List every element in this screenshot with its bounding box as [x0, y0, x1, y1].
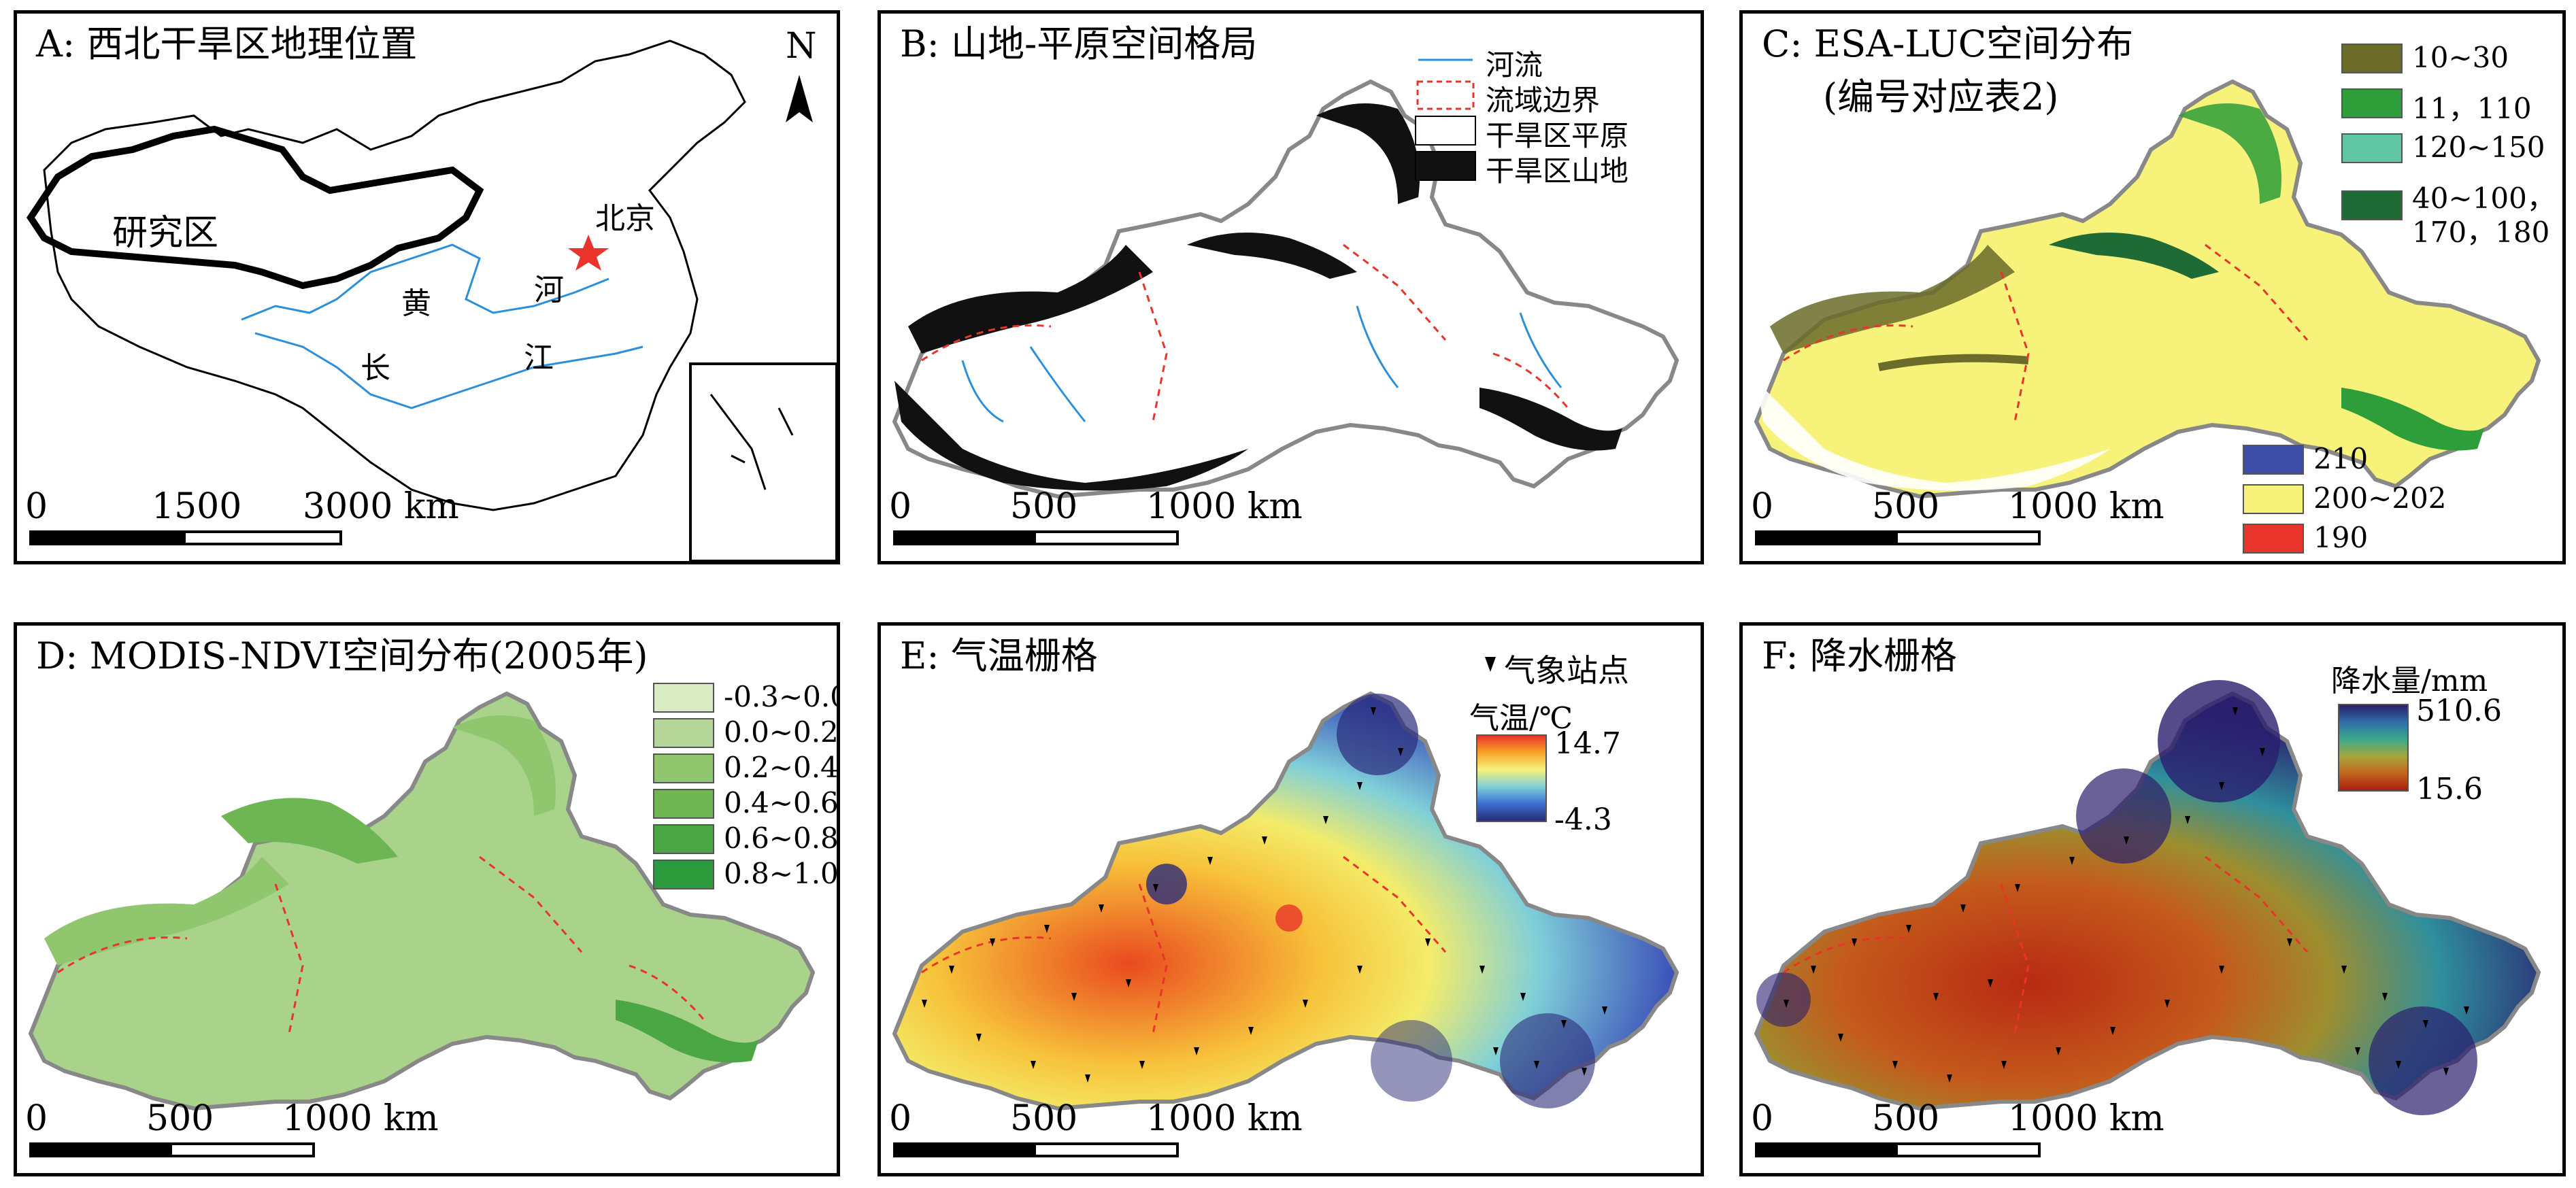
legend-item-120-150: 120~150	[2341, 131, 2562, 166]
yangtze-char-2: 江	[524, 341, 554, 375]
scale-bar	[1755, 530, 2041, 545]
colorbar-max: 14.7	[1554, 726, 1621, 761]
weather-stations	[922, 707, 1607, 1083]
legend-item-ndvi-4: 0.4~0.6	[653, 786, 837, 821]
yellow-river-char-1: 黄	[401, 286, 431, 321]
scale-labels: 0 500 1000 km	[889, 1098, 1303, 1139]
yangtze-char-1: 长	[361, 351, 390, 386]
legend-item-ndvi-2: 0.0~0.2	[653, 715, 837, 751]
panel-c-subtitle: (编号对应表2)	[1823, 75, 2059, 118]
panel-c-landuse: C: ESA-LUC空间分布 (编号对应表2) 10~30 11，110 120…	[1739, 10, 2566, 564]
temperature-colorbar	[1476, 734, 1547, 822]
scale-labels: 0 500 1000 km	[1751, 486, 2164, 527]
scale-bar	[893, 1142, 1179, 1157]
scale-bar	[1755, 1142, 2041, 1157]
colorbar-min: -4.3	[1554, 802, 1612, 837]
ndvi-map	[17, 626, 837, 1173]
legend-item-ndvi-6: 0.8~1.0	[653, 857, 837, 892]
panel-b-terrain: B: 山地-平原空间格局 河流 流域边界 干旱区平原 干旱区山地 0 500 1…	[877, 10, 1704, 564]
scale-bar	[893, 530, 1179, 545]
scale-labels: 0 500 1000 km	[25, 1098, 439, 1139]
beijing-star-icon	[568, 235, 609, 271]
legend-item-210: 210	[2243, 442, 2467, 477]
panel-a-location: A: 西北干旱区地理位置 N 研究区 北京 黄 河 长 江 0 1500 300…	[14, 10, 840, 564]
beijing-label: 北京	[595, 201, 655, 236]
panel-c-legend-bottom: 210 200~202 190	[2243, 442, 2467, 556]
panel-b-title: B: 山地-平原空间格局	[900, 22, 1258, 65]
station-icon	[1485, 657, 1496, 672]
colorbar-min: 15.6	[2416, 772, 2483, 807]
legend-item-plain: 干旱区平原	[1415, 113, 1701, 152]
scale-labels: 0 1500 3000 km	[25, 486, 459, 527]
colorbar-title: 降水量/mm	[2331, 664, 2488, 698]
legend-item-basin-boundary: 流域边界	[1415, 78, 1701, 117]
terrain-map	[881, 14, 1701, 561]
panel-c-legend-top: 10~30 11，110 120~150 40~100， 170，180	[2341, 41, 2562, 249]
colorbar-max: 510.6	[2416, 694, 2502, 728]
legend-item-190: 190	[2243, 521, 2467, 556]
panel-d-ndvi: D: MODIS-NDVI空间分布(2005年) -0.3~0.0 0.0~0.…	[14, 622, 840, 1176]
panel-d-legend: -0.3~0.0 0.0~0.2 0.2~0.4 0.4~0.6 0.6~0.8…	[653, 680, 837, 892]
landuse-map	[1743, 14, 2562, 561]
scale-labels: 0 500 1000 km	[889, 486, 1303, 527]
precipitation-colorbar	[2338, 704, 2409, 792]
legend-item-40-100-170-180: 40~100， 170，180	[2341, 175, 2562, 249]
legend-item-ndvi-1: -0.3~0.0	[653, 680, 837, 715]
north-arrow-icon	[786, 75, 813, 122]
precipitation-map	[1743, 680, 2562, 1115]
panel-f-title: F: 降水栅格	[1762, 634, 1957, 677]
legend-item-mountain: 干旱区山地	[1415, 148, 1701, 188]
panel-d-title: D: MODIS-NDVI空间分布(2005年)	[36, 634, 648, 677]
legend-item-10-30: 10~30	[2341, 41, 2562, 76]
scale-labels: 0 500 1000 km	[1751, 1098, 2164, 1139]
legend-item-ndvi-5: 0.6~0.8	[653, 821, 837, 857]
panel-a-title: A: 西北干旱区地理位置	[36, 22, 418, 65]
legend-item-11-110: 11，110	[2341, 86, 2562, 125]
study-area-label: 研究区	[112, 213, 219, 254]
china-map	[26, 39, 837, 561]
scale-bar	[29, 530, 342, 545]
panel-c-title: C: ESA-LUC空间分布	[1762, 22, 2134, 65]
panel-e-title: E: 气温栅格	[900, 634, 1098, 677]
panel-f-precipitation: F: 降水栅格 降水量/mm 510.6 15.6 0 500 1000 km	[1739, 622, 2566, 1176]
panel-e-temperature: E: 气温栅格 气象站点 气温/℃ 14.7 -4.3 0 500 1000 k…	[877, 622, 1704, 1176]
weather-stations	[1784, 707, 2469, 1083]
temperature-map	[881, 626, 1701, 1173]
north-label: N	[786, 26, 817, 67]
yellow-river-char-2: 河	[534, 273, 564, 307]
legend-item-river: 河流	[1418, 48, 1543, 82]
legend-item-ndvi-3: 0.2~0.4	[653, 751, 837, 786]
scale-bar	[29, 1142, 315, 1157]
legend-item-200-202: 200~202	[2243, 481, 2467, 517]
colorbar-title: 气温/℃	[1469, 701, 1573, 736]
panel-b-legend: 河流 流域边界 干旱区平原 干旱区山地	[1415, 42, 1701, 188]
